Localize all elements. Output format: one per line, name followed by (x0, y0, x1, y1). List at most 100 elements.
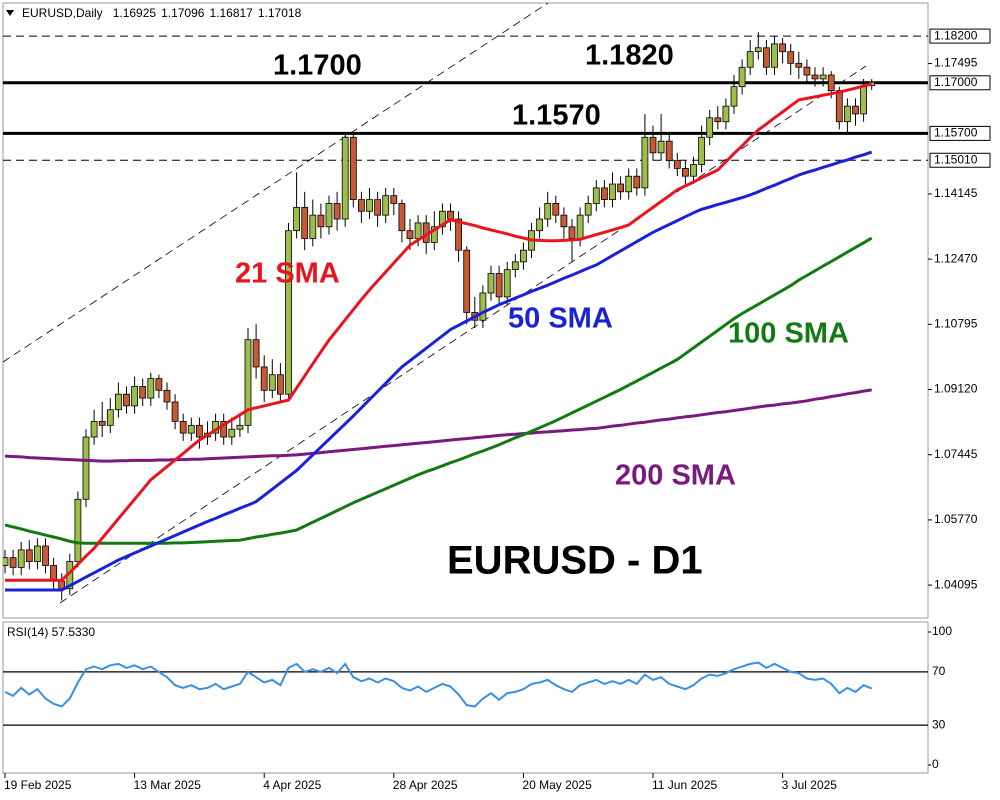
candle-body (803, 66, 811, 76)
chart-header: EURUSD,Daily 1.16925 1.17096 1.16817 1.17018 (22, 6, 302, 20)
candle-body (285, 230, 292, 395)
candle-body (633, 175, 641, 189)
x-tick-label: 28 Apr 2025 (393, 778, 458, 792)
candle-body (536, 218, 543, 232)
candle-body (228, 428, 236, 438)
level-axis-label: 1.18200 (934, 28, 978, 42)
candle-body (463, 249, 471, 313)
candle-body (382, 195, 390, 216)
candle-body (171, 401, 179, 422)
candle-body (276, 374, 284, 395)
level-axis-label: 1.15010 (934, 152, 978, 166)
header-value: 1.16925 (113, 6, 157, 20)
y-tick-label: 1.17495 (934, 56, 978, 70)
x-tick-label: 13 Mar 2025 (134, 778, 202, 792)
candle-body (520, 249, 527, 263)
candle-body (179, 421, 187, 434)
candle-body (195, 424, 203, 438)
header-value: 1.17018 (258, 6, 302, 20)
y-tick-label: 1.04095 (934, 577, 978, 591)
chart-annotation: EURUSD - D1 (447, 539, 703, 583)
x-tick-label: 19 Feb 2025 (4, 778, 72, 792)
rsi-tick-label: 70 (932, 664, 946, 678)
candle-body (115, 393, 122, 411)
candle-body (406, 230, 414, 239)
candle-body (673, 160, 681, 169)
level-axis-box (929, 152, 991, 168)
candle-body (366, 199, 373, 212)
candle-body (852, 105, 859, 115)
y-tick-label: 1.05770 (934, 512, 978, 526)
sma-line (4, 388, 872, 463)
candle-body (690, 164, 697, 177)
candle-body (787, 51, 795, 64)
rsi-tick-label: 30 (932, 717, 946, 731)
sma-line (5, 82, 873, 582)
candle-body (236, 424, 244, 430)
candle-body (341, 136, 349, 220)
sma-label: 200 SMA (615, 460, 736, 492)
candle-body (860, 86, 867, 115)
main-panel (2, 2, 929, 619)
y-tick-label: 1.07445 (934, 447, 978, 461)
candle-body (763, 47, 770, 68)
candle-body (447, 210, 454, 220)
candle-body (220, 421, 228, 438)
rsi-line (4, 661, 873, 708)
candle-body (795, 62, 803, 68)
candle-body (560, 214, 568, 228)
level-label: 1.1700 (273, 50, 362, 82)
x-tick-label: 20 May 2025 (522, 778, 592, 792)
candle-body (293, 206, 301, 232)
candle-body (42, 545, 49, 566)
header-value: EURUSD,Daily (22, 6, 103, 20)
candle-body (268, 374, 276, 391)
candle-body (779, 43, 786, 53)
level-axis-label: 1.15700 (934, 126, 978, 140)
candle-body (34, 545, 41, 562)
candle-body (98, 421, 106, 426)
candle-body (131, 386, 139, 407)
menu-arrow (6, 10, 14, 16)
candle-body (592, 187, 600, 204)
candle-body (487, 273, 495, 294)
rsi-panel (2, 621, 929, 774)
candle-body (730, 86, 738, 107)
rsi-tick-label: 100 (932, 624, 952, 638)
candle-body (552, 203, 560, 216)
candle-body (414, 222, 422, 239)
candle-body (819, 74, 827, 80)
candle-body (244, 339, 252, 426)
x-tick-label: 4 Apr 2025 (263, 778, 321, 792)
candle-body (495, 273, 503, 298)
candle-body (260, 366, 268, 391)
candle-body (625, 175, 633, 193)
candle-body (374, 199, 382, 216)
level-axis-box (929, 28, 991, 44)
candle-body (455, 218, 463, 251)
candle-body (576, 214, 584, 239)
candle-body (398, 203, 406, 232)
header-value: 1.17096 (161, 6, 205, 20)
candle-body (641, 136, 649, 189)
y-tick-label: 1.09120 (934, 382, 978, 396)
x-tick-label: 11 Jun 2025 (652, 778, 717, 792)
rsi-label: RSI(14) 57.5330 (7, 625, 95, 639)
candle-body (74, 498, 82, 562)
candle-body (511, 261, 519, 271)
candle-body (844, 105, 851, 123)
candle-body (665, 140, 673, 162)
candle-body (811, 74, 819, 80)
candle-body (301, 206, 309, 239)
candle-body (438, 210, 446, 228)
candle-body (827, 74, 835, 91)
candle-body (503, 269, 511, 298)
candle-body (390, 195, 398, 204)
candle-body (617, 183, 624, 193)
candle-body (252, 339, 260, 368)
candle-body (754, 47, 762, 53)
level-axis-box (929, 125, 991, 141)
candle-body (139, 386, 147, 399)
